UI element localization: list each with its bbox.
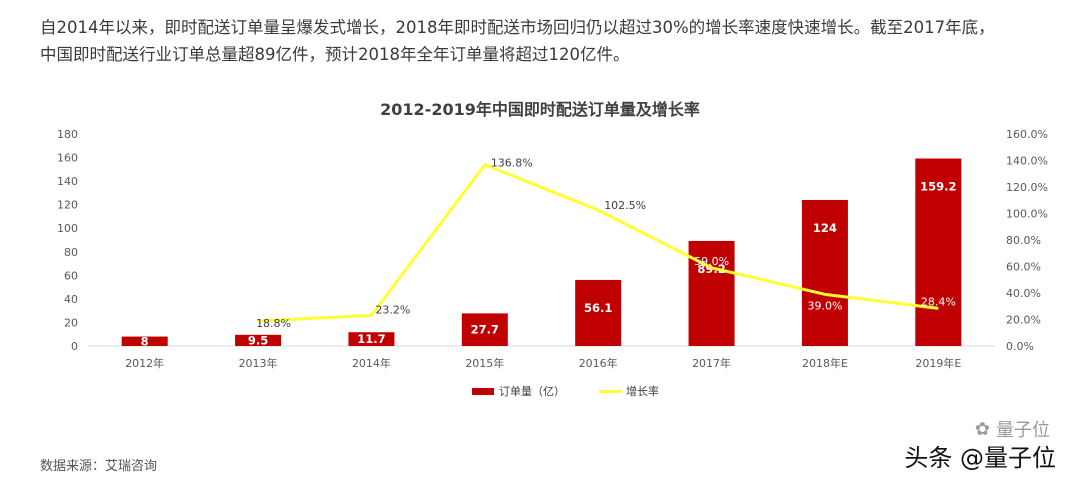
chart-title: 2012-2019年中国即时配送订单量及增长率: [380, 100, 700, 119]
chart-legend: 订单量（亿） 增长率: [472, 383, 659, 399]
bar-4: [461, 313, 508, 346]
intro-line-2: 中国即时配送行业订单总量超89亿件，预计2018年全年订单量将超过120亿件。: [40, 45, 630, 64]
y-left-tick-label: 20: [64, 316, 78, 329]
bar-value-label: 27.7: [471, 323, 499, 337]
rate-value-label: 39.0%: [807, 299, 842, 312]
rate-value-label: 136.8%: [491, 157, 533, 170]
watermark-main: 头条 @量子位: [904, 444, 1056, 472]
rate-value-label: 59.0%: [694, 255, 729, 268]
bar-7: [801, 199, 848, 346]
x-tick-label: 2012年: [125, 356, 164, 370]
rate-value-label: 23.2%: [375, 303, 410, 316]
bar-1: [121, 336, 168, 346]
y-right-tick-label: 80.0%: [1006, 234, 1041, 247]
y-left-tick-label: 40: [64, 293, 78, 306]
y-left-tick-label: 80: [64, 246, 78, 259]
intro-line-1: 自2014年以来，即时配送订单量呈爆发式增长，2018年即时配送市场回归仍以超过…: [40, 18, 995, 37]
bar-value-label: 124: [813, 221, 837, 235]
x-tick-label: 2015年: [465, 356, 504, 370]
watermark-small: ✿ 量子位: [974, 418, 1050, 442]
y-left-tick-label: 120: [57, 199, 78, 212]
rate-value-label: 102.5%: [604, 199, 646, 212]
legend-bar-label: 订单量（亿）: [499, 385, 565, 398]
y-right-tick-label: 60.0%: [1006, 261, 1041, 274]
bar-8: [915, 158, 962, 346]
y-left-tick-label: 60: [64, 269, 78, 282]
x-tick-label: 2014年: [352, 356, 391, 370]
x-tick-label: 2018年E: [802, 356, 848, 370]
rate-value-label: 28.4%: [921, 295, 956, 308]
y-left-tick-label: 180: [57, 128, 78, 141]
bar-value-label: 159.2: [920, 179, 956, 193]
y-right-tick-label: 120.0%: [1006, 181, 1048, 194]
x-tick-label: 2019年E: [915, 356, 961, 370]
y-right-tick-label: 100.0%: [1006, 208, 1048, 221]
y-left-tick-label: 100: [57, 222, 78, 235]
x-tick-label: 2016年: [579, 356, 618, 370]
y-right-tick-label: 40.0%: [1006, 287, 1041, 300]
data-source: 数据来源：艾瑞咨询: [40, 459, 158, 474]
legend-item-orders: 订单量（亿）: [472, 383, 565, 399]
bar-value-label: 56.1: [584, 301, 612, 315]
bar-value-label: 8: [141, 334, 149, 348]
y-right-tick-label: 160.0%: [1006, 128, 1048, 141]
legend-item-growth: 增长率: [599, 383, 659, 399]
y-left-tick-label: 140: [57, 175, 78, 188]
bar-value-label: 11.7: [357, 332, 385, 346]
bar-2: [235, 334, 282, 346]
bar-5: [575, 279, 622, 346]
legend-bar-swatch: [472, 387, 494, 395]
y-left-tick-label: 160: [57, 152, 78, 165]
growth-rate-line: [257, 163, 939, 323]
wechat-icon: ✿: [974, 418, 990, 440]
x-tick-label: 2013年: [239, 356, 278, 370]
bar-value-label: 9.5: [248, 333, 268, 347]
intro-text: 自2014年以来，即时配送订单量呈爆发式增长，2018年即时配送市场回归仍以超过…: [40, 14, 1060, 68]
x-tick-label: 2017年: [692, 356, 731, 370]
legend-line-label: 增长率: [626, 385, 659, 398]
y-right-tick-label: 20.0%: [1006, 314, 1041, 327]
watermark: ✿ 量子位 头条 @量子位: [904, 419, 1056, 473]
legend-line-swatch: [599, 389, 621, 393]
y-left-tick-label: 0: [71, 340, 78, 353]
y-right-tick-label: 0.0%: [1006, 340, 1034, 353]
bar-3: [348, 332, 395, 346]
y-right-tick-label: 140.0%: [1006, 155, 1048, 168]
rate-value-label: 18.8%: [256, 317, 291, 330]
